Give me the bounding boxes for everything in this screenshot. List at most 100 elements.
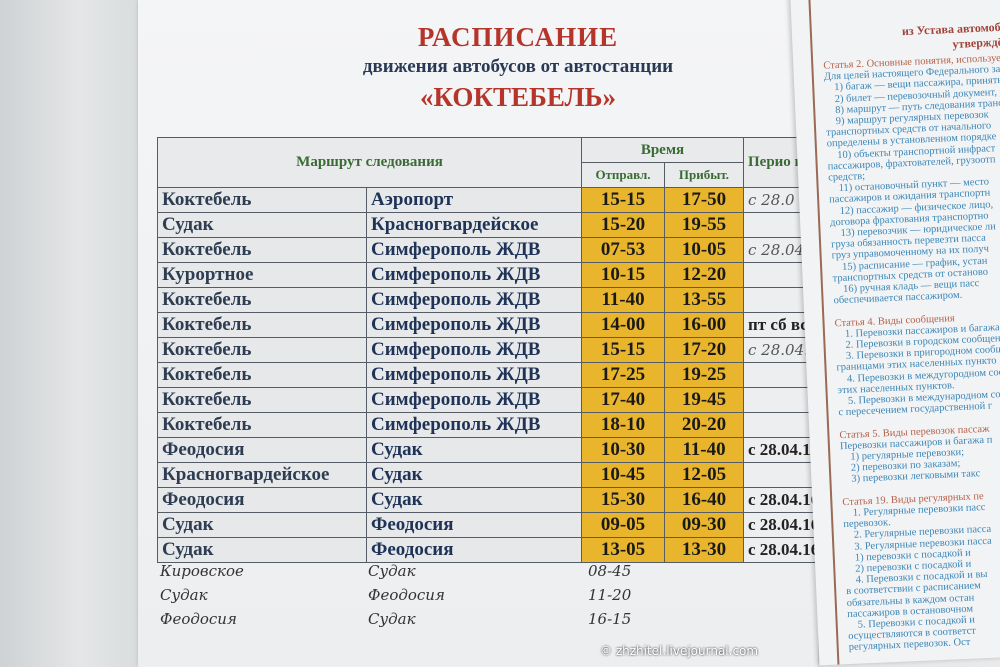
departure-time: 13-05 xyxy=(581,537,665,563)
route-from: Курортное xyxy=(157,262,367,288)
route-from: Коктебель xyxy=(157,287,367,313)
table-row: Красногвардейское Судак 10-45 12-05 xyxy=(157,462,820,488)
time-header: Время xyxy=(581,137,744,163)
route-from: Коктебель xyxy=(157,237,367,263)
arrival-time: 16-40 xyxy=(664,487,744,513)
arrival-time: 11-40 xyxy=(664,437,744,463)
table-row: Феодосия Судак 15-30 16-40 с 28.04.16 xyxy=(157,487,820,513)
handwritten-to: Судак xyxy=(368,610,416,628)
route-from: Красногвардейское xyxy=(157,462,367,488)
handwritten-from: Судак xyxy=(160,586,208,604)
route-from: Судак xyxy=(157,512,367,538)
table-row: Судак Феодосия 13-05 13-30 с 28.04.16 xyxy=(157,537,820,563)
route-to: Симферополь ЖДВ xyxy=(366,412,582,438)
departure-time: 10-45 xyxy=(581,462,665,488)
period: с 28.04.16 xyxy=(743,537,820,563)
route-from: Судак xyxy=(157,537,367,563)
departure-time: 17-40 xyxy=(581,387,665,413)
handwritten-to: Судак xyxy=(368,562,416,580)
arrival-time: 13-30 xyxy=(664,537,744,563)
schedule-table: Маршрут следования Время Перио нос Отпра… xyxy=(157,137,820,563)
handwritten-from: Кировское xyxy=(160,562,244,580)
departure-time: 15-30 xyxy=(581,487,665,513)
arrival-time: 12-05 xyxy=(664,462,744,488)
handwritten-from: Феодосия xyxy=(160,610,237,628)
route-from: Коктебель xyxy=(157,412,367,438)
period: с 28.04.1 xyxy=(743,437,820,463)
route-to: Феодосия xyxy=(366,537,582,563)
table-row: Судак Феодосия 09-05 09-30 с 28.04.16 xyxy=(157,512,820,538)
handwritten-time: 16-15 xyxy=(588,610,632,628)
route-to: Судак xyxy=(366,487,582,513)
route-from: Судак xyxy=(157,212,367,238)
route-to: Судак xyxy=(366,437,582,463)
notice-subtitle: утверждён xyxy=(952,34,1000,51)
arrival-time: 16-00 xyxy=(664,312,744,338)
route-from: Коктебель xyxy=(157,387,367,413)
table-row: Коктебель Симферополь ЖДВ 17-40 19-45 xyxy=(157,387,820,413)
arrival-time: 12-20 xyxy=(664,262,744,288)
route-to: Симферополь ЖДВ xyxy=(366,312,582,338)
route-from: Коктебель xyxy=(157,312,367,338)
departure-time: 15-15 xyxy=(581,337,665,363)
table-row: Коктебель Симферополь ЖДВ 07-53 10-05 с 28.0… xyxy=(157,237,820,263)
arrival-time: 09-30 xyxy=(664,512,744,538)
route-to: Красногвардейское xyxy=(366,212,582,238)
route-to: Феодосия xyxy=(366,512,582,538)
table-row: Коктебель Аэропорт 15-15 17-50 с 28.0 xyxy=(157,187,820,213)
departure-time: 10-30 xyxy=(581,437,665,463)
departure-time: 09-05 xyxy=(581,512,665,538)
departure-time: 15-20 xyxy=(581,212,665,238)
departure-time: 10-15 xyxy=(581,262,665,288)
route-from: Феодосия xyxy=(157,487,367,513)
route-from: Феодосия xyxy=(157,437,367,463)
table-row: Феодосия Судак 10-30 11-40 с 28.04.1 xyxy=(157,437,820,463)
watermark: © zhzhitel.livejournal.com xyxy=(600,644,759,658)
handwritten-to: Феодосия xyxy=(368,586,445,604)
departure-time: 15-15 xyxy=(581,187,665,213)
route-from: Коктебель xyxy=(157,187,367,213)
route-from: Коктебель xyxy=(157,337,367,363)
departure-time: 17-25 xyxy=(581,362,665,388)
handwritten-time: 11-20 xyxy=(588,586,632,604)
arrival-time: 19-25 xyxy=(664,362,744,388)
table-row: Коктебель Симферополь ЖДВ 18-10 20-20 xyxy=(157,412,820,438)
table-row: Коктебель Симферополь ЖДВ 14-00 16-00 пт сб … xyxy=(157,312,820,338)
route-to: Симферополь ЖДВ xyxy=(366,387,582,413)
route-from: Коктебель xyxy=(157,362,367,388)
table-row: Курортное Симферополь ЖДВ 10-15 12-20 xyxy=(157,262,820,288)
arrival-time: 19-55 xyxy=(664,212,744,238)
route-to: Симферополь ЖДВ xyxy=(366,237,582,263)
charter-notice-sheet: из Устава автомоби утверждён Статья 2. О… xyxy=(790,0,1000,666)
arrival-time: 10-05 xyxy=(664,237,744,263)
table-row: Судак Красногвардейское 15-20 19-55 xyxy=(157,212,820,238)
route-to: Аэропорт xyxy=(366,187,582,213)
table-row: Коктебель Симферополь ЖДВ 11-40 13-55 xyxy=(157,287,820,313)
arrival-time: 17-20 xyxy=(664,337,744,363)
table-row: Коктебель Симферополь ЖДВ 17-25 19-25 xyxy=(157,362,820,388)
handwritten-time: 08-45 xyxy=(588,562,632,580)
departure-time: 11-40 xyxy=(581,287,665,313)
schedule-title: РАСПИСАНИЕ xyxy=(417,22,619,52)
route-to: Симферополь ЖДВ xyxy=(366,262,582,288)
period: с 28.04.16 xyxy=(743,512,820,538)
period: с 28.04.16 xyxy=(743,487,820,513)
depart-header: Отправл. xyxy=(581,162,665,188)
departure-time: 07-53 xyxy=(581,237,665,263)
route-header: Маршрут следования xyxy=(157,137,582,188)
route-to: Судак xyxy=(366,462,582,488)
arrival-time: 20-20 xyxy=(664,412,744,438)
route-to: Симферополь ЖДВ xyxy=(366,287,582,313)
departure-time: 18-10 xyxy=(581,412,665,438)
route-to: Симферополь ЖДВ xyxy=(366,337,582,363)
schedule-subtitle: движения автобусов от автостанции xyxy=(362,56,674,77)
arrival-time: 13-55 xyxy=(664,287,744,313)
arrival-time: 19-45 xyxy=(664,387,744,413)
route-to: Симферополь ЖДВ xyxy=(366,362,582,388)
station-name: «КОКТЕБЕЛЬ» xyxy=(420,82,616,112)
period xyxy=(743,462,820,488)
arrival-time: 17-50 xyxy=(664,187,744,213)
period xyxy=(743,412,820,438)
table-row: Коктебель Симферополь ЖДВ 15-15 17-20 с 28.0… xyxy=(157,337,820,363)
arrive-header: Прибыт. xyxy=(664,162,744,188)
